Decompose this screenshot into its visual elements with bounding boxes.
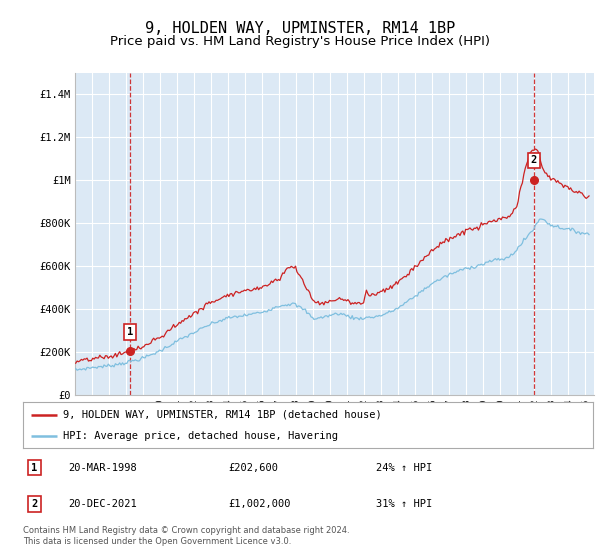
Text: £202,600: £202,600 (228, 463, 278, 473)
Text: 2: 2 (531, 155, 537, 165)
Text: 24% ↑ HPI: 24% ↑ HPI (376, 463, 433, 473)
Text: 20-MAR-1998: 20-MAR-1998 (68, 463, 137, 473)
Text: 1: 1 (127, 327, 133, 337)
Text: 20-DEC-2021: 20-DEC-2021 (68, 499, 137, 508)
Text: 9, HOLDEN WAY, UPMINSTER, RM14 1BP (detached house): 9, HOLDEN WAY, UPMINSTER, RM14 1BP (deta… (63, 410, 382, 420)
Text: 2: 2 (31, 499, 38, 508)
Text: Price paid vs. HM Land Registry's House Price Index (HPI): Price paid vs. HM Land Registry's House … (110, 35, 490, 48)
Text: 9, HOLDEN WAY, UPMINSTER, RM14 1BP: 9, HOLDEN WAY, UPMINSTER, RM14 1BP (145, 21, 455, 36)
Text: 1: 1 (31, 463, 38, 473)
Text: £1,002,000: £1,002,000 (228, 499, 290, 508)
Text: HPI: Average price, detached house, Havering: HPI: Average price, detached house, Have… (63, 431, 338, 441)
Text: 31% ↑ HPI: 31% ↑ HPI (376, 499, 433, 508)
Text: Contains HM Land Registry data © Crown copyright and database right 2024.
This d: Contains HM Land Registry data © Crown c… (23, 526, 349, 546)
